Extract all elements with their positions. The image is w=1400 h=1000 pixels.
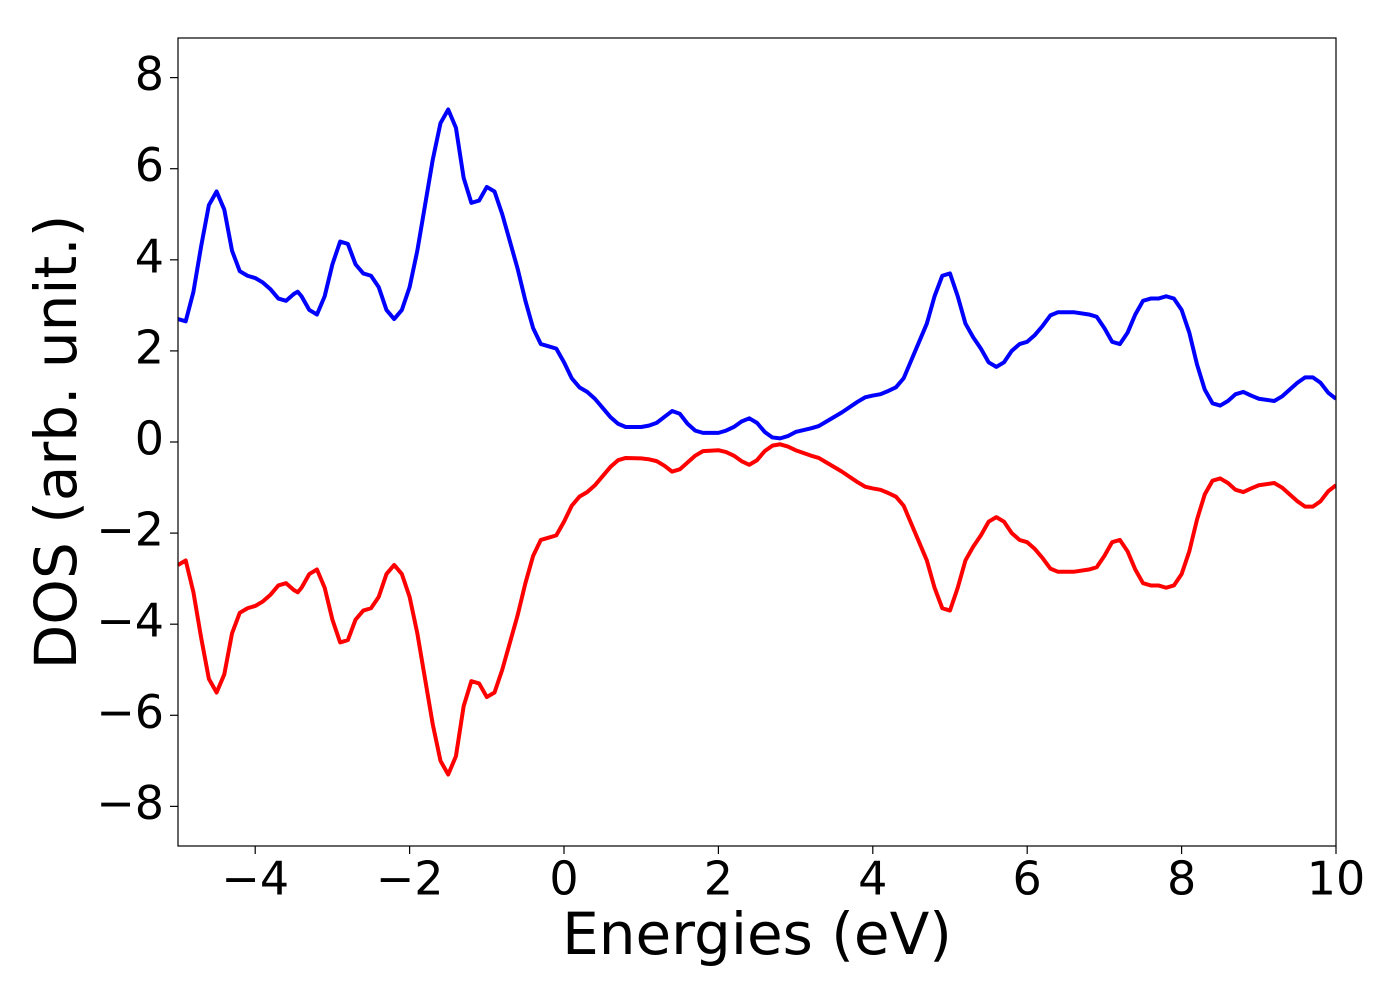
x-tick-label: 4 — [858, 852, 887, 906]
y-tick-label: −6 — [96, 685, 164, 739]
x-tick-label: 6 — [1013, 852, 1042, 906]
x-axis-label: Energies (eV) — [562, 900, 952, 968]
x-tick-label: −4 — [221, 852, 289, 906]
y-tick-label: 0 — [135, 412, 164, 466]
y-tick-label: −2 — [96, 503, 164, 557]
y-tick-label: −8 — [96, 776, 164, 830]
y-tick-label: 4 — [135, 229, 164, 283]
x-tick-label: −2 — [376, 852, 444, 906]
y-axis-label: DOS (arb. unit.) — [22, 215, 90, 670]
x-tick-label: 2 — [704, 852, 733, 906]
plot-frame — [177, 37, 1337, 847]
x-tick-label: 0 — [549, 852, 578, 906]
y-tick-label: 2 — [135, 320, 164, 374]
x-tick-label: 10 — [1307, 852, 1366, 906]
line-series — [178, 107, 1336, 441]
y-tick-label: 8 — [135, 47, 164, 101]
y-tick-label: 6 — [135, 138, 164, 192]
y-tick-label: −4 — [96, 594, 164, 648]
line-series — [178, 442, 1336, 777]
x-tick-label: 8 — [1167, 852, 1196, 906]
